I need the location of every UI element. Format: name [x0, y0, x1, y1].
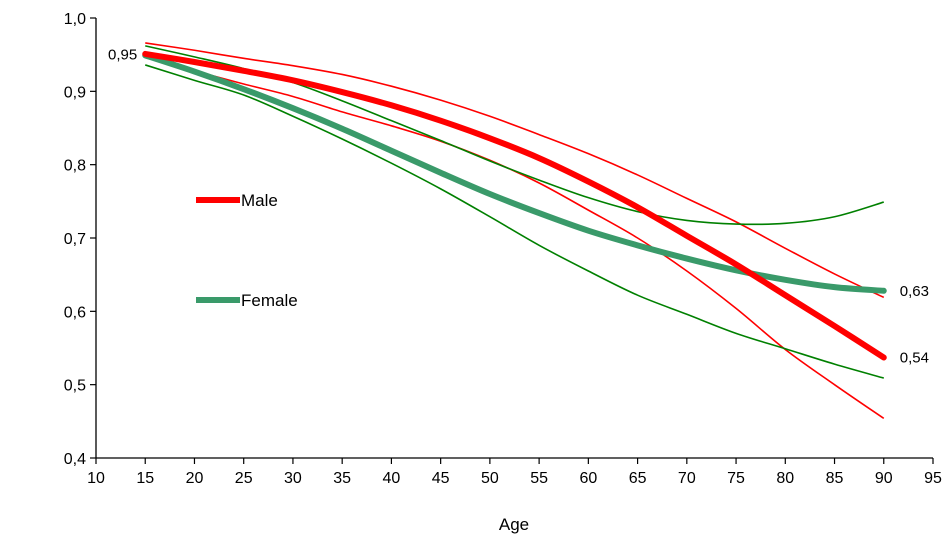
legend-female-label: Female [241, 291, 298, 310]
plot-area [142, 42, 887, 420]
x-tick-label: 70 [678, 470, 696, 487]
x-tick-label: 30 [284, 470, 302, 487]
data-label: 0,95 [108, 47, 137, 64]
x-tick-label: 45 [432, 470, 450, 487]
y-tick-label: 0,8 [64, 158, 86, 175]
female-lower-ci-line [145, 64, 884, 379]
male-lower-ci-line [145, 56, 885, 420]
x-tick-label: 75 [727, 470, 745, 487]
y-tick-label: 0,4 [64, 451, 86, 468]
x-tick-label: 10 [87, 470, 105, 487]
male-series-line [142, 50, 887, 361]
x-tick-label: 90 [875, 470, 893, 487]
x-tick-label: 40 [383, 470, 401, 487]
x-axis-ticks: 10 15 20 25 30 35 40 45 50 55 60 65 70 75 80 85 90 95 [87, 458, 942, 487]
y-tick-label: 1,0 [64, 11, 86, 28]
x-tick-label: 25 [235, 470, 253, 487]
y-tick-label: 0,5 [64, 378, 86, 395]
x-tick-label: 50 [481, 470, 499, 487]
data-label: 0,63 [900, 283, 929, 300]
legend-male-label: Male [241, 191, 278, 210]
legend: Male Female [196, 191, 298, 310]
female-series-line [142, 52, 887, 294]
data-label: 0,54 [900, 350, 929, 367]
x-tick-label: 80 [776, 470, 794, 487]
x-tick-label: 60 [579, 470, 597, 487]
x-axis-title: Age [499, 515, 529, 534]
data-labels: 0,95 0,63 0,54 [108, 47, 929, 367]
x-tick-label: 55 [530, 470, 548, 487]
y-tick-label: 0,7 [64, 231, 86, 248]
x-tick-label: 20 [186, 470, 204, 487]
x-tick-label: 15 [136, 470, 154, 487]
x-tick-label: 85 [826, 470, 844, 487]
x-tick-label: 65 [629, 470, 647, 487]
male-upper-ci-line [145, 42, 885, 299]
axes: 0,4 0,5 0,6 0,7 0,8 0,9 1,0 10 15 20 25 30 35 40 45 50… [64, 11, 942, 534]
x-tick-label: 35 [333, 470, 351, 487]
y-axis-ticks: 0,4 0,5 0,6 0,7 0,8 0,9 1,0 [64, 11, 96, 468]
y-tick-label: 0,9 [64, 84, 86, 101]
y-tick-label: 0,6 [64, 304, 86, 321]
x-tick-label: 95 [924, 470, 942, 487]
